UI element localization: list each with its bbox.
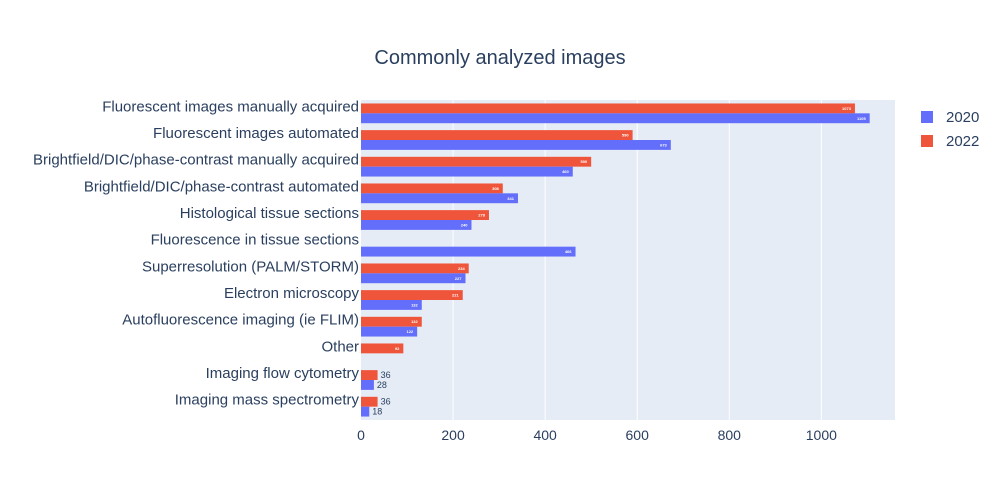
bar-2020 — [361, 273, 466, 284]
x-tick-label: 1000 — [806, 427, 837, 443]
category-label: Superresolution (PALM/STORM) — [142, 258, 359, 275]
x-tick-label: 0 — [357, 427, 365, 443]
bar-2020 — [361, 220, 472, 230]
bar-value-label: 132 — [411, 319, 418, 324]
category-label: Brightfield/DIC/phase-contrast manually … — [33, 152, 359, 169]
bar-2020 — [361, 166, 573, 177]
category-label: Autofluorescence imaging (ie FLIM) — [122, 312, 359, 329]
bar-2020 — [361, 406, 370, 417]
x-axis-ticks: 0 200 400 600 800 1000 — [357, 427, 837, 443]
bar-value-label: 308 — [492, 186, 499, 191]
bar-2022 — [361, 130, 633, 140]
gridlines — [452, 100, 822, 420]
legend-item-label[interactable]: 2020 — [946, 109, 979, 126]
chart-title: Commonly analyzed images — [374, 47, 625, 69]
bar-2022 — [361, 396, 378, 407]
bar-2022 — [361, 210, 489, 220]
bar-value-label: 234 — [458, 266, 465, 271]
bar-value-label: 36 — [381, 370, 391, 380]
category-label: Electron microscopy — [224, 285, 360, 302]
bar-value-label: 36 — [381, 397, 391, 407]
x-tick-label: 600 — [626, 427, 650, 443]
bar-value-label: 18 — [372, 407, 382, 417]
bar-2020 — [361, 140, 671, 150]
bar-value-label: 28 — [377, 380, 387, 390]
bar-2022 — [361, 290, 463, 300]
bar-2022 — [361, 103, 855, 114]
bars: 1073 1105 590 673 500 460 308 341 278 240 466 234 22… — [361, 103, 870, 417]
plot-area — [361, 100, 895, 420]
bar-value-label: 590 — [622, 133, 629, 138]
category-labels: Fluorescent images manually acquired Fluo… — [33, 98, 359, 408]
category-label: Imaging mass spectrometry — [175, 392, 360, 409]
bar-2020 — [361, 113, 870, 124]
category-label: Imaging flow cytometry — [206, 365, 360, 382]
bar-2022 — [361, 156, 592, 167]
bar-2022 — [361, 343, 404, 354]
bar-2020 — [361, 326, 418, 337]
category-label: Fluorescent images manually acquired — [102, 98, 359, 115]
bar-value-label: 1105 — [857, 116, 866, 121]
bar-2020 — [361, 300, 422, 310]
legend-swatch[interactable] — [921, 135, 933, 147]
category-label: Fluorescence in tissue sections — [151, 232, 359, 249]
bar-value-label: 221 — [452, 293, 459, 298]
bar-value-label: 132 — [411, 302, 418, 307]
bar-2020 — [361, 380, 374, 390]
category-label: Brightfield/DIC/phase-contrast automated — [84, 178, 359, 195]
bar-2020 — [361, 193, 518, 204]
bar-value-label: 122 — [406, 329, 413, 334]
bar-value-label: 673 — [660, 142, 667, 147]
bar-value-label: 1073 — [842, 106, 852, 111]
category-label: Fluorescent images automated — [153, 125, 359, 142]
bar-value-label: 460 — [562, 169, 569, 174]
bar-2022 — [361, 183, 503, 194]
bar-value-label: 341 — [507, 196, 514, 201]
legend-swatch[interactable] — [921, 111, 933, 123]
x-tick-label: 400 — [533, 427, 557, 443]
legend[interactable]: 2020 2022 — [921, 109, 979, 150]
bar-value-label: 92 — [395, 346, 400, 351]
category-label: Other — [321, 338, 359, 355]
x-tick-label: 800 — [718, 427, 742, 443]
bar-value-label: 240 — [461, 222, 468, 227]
category-label: Histological tissue sections — [180, 205, 359, 222]
x-tick-label: 200 — [441, 427, 465, 443]
bar-2022 — [361, 370, 378, 380]
bar-2020 — [361, 246, 576, 257]
bar-value-label: 466 — [565, 249, 572, 254]
bar-2022 — [361, 316, 422, 327]
bar-value-label: 227 — [455, 276, 462, 281]
bar-value-label: 278 — [478, 213, 485, 218]
legend-item-label[interactable]: 2022 — [946, 133, 979, 150]
bar-value-label: 500 — [580, 159, 587, 164]
bar-2022 — [361, 263, 469, 274]
